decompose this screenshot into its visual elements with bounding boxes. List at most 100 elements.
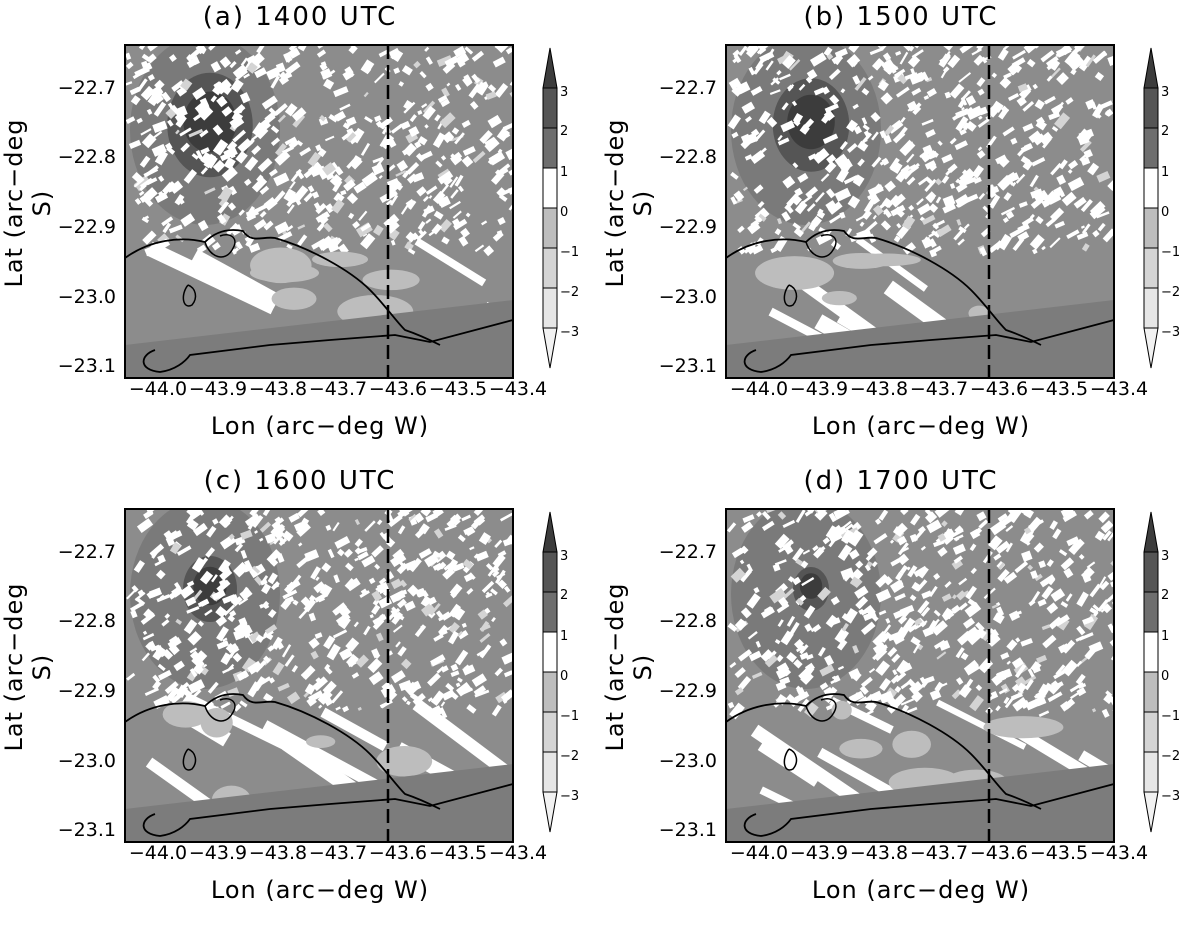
field-patch — [758, 110, 771, 125]
field-patch — [874, 518, 882, 525]
colorbar-tick-label: 3 — [1161, 549, 1170, 564]
field-patch — [733, 190, 745, 202]
field-patch — [497, 148, 503, 154]
field-patch — [870, 111, 881, 123]
field-patch — [197, 660, 205, 668]
field-patch — [243, 73, 250, 79]
field-patch — [786, 693, 796, 703]
field-patch — [917, 525, 926, 534]
field-patch — [167, 102, 174, 109]
field-patch — [755, 640, 761, 648]
field-patch — [440, 665, 449, 673]
field-patch — [313, 581, 326, 594]
field-patch — [239, 92, 251, 104]
field-patch — [788, 59, 801, 71]
field-patch — [297, 45, 310, 52]
field-patch — [840, 529, 854, 545]
field-patch — [137, 78, 148, 92]
field-patch — [879, 677, 892, 692]
field-patch — [809, 52, 827, 67]
field-patch — [793, 119, 801, 127]
colorbar-tick-label: 3 — [1161, 85, 1170, 100]
field-patch — [924, 160, 937, 170]
colorbar-tick-label: −3 — [1161, 325, 1181, 340]
field-patch — [275, 62, 286, 73]
field-patch — [902, 242, 917, 255]
field-patch — [296, 140, 303, 147]
field-patch — [997, 513, 1008, 523]
field-patch — [799, 221, 811, 234]
field-patch — [883, 208, 893, 219]
field-patch — [818, 646, 826, 657]
field-patch — [307, 161, 323, 176]
field-patch — [942, 202, 957, 214]
x-tick-label: −43.9 — [789, 842, 849, 864]
field-patch — [995, 154, 1008, 165]
field-patch — [1080, 199, 1093, 213]
field-patch — [961, 106, 965, 111]
colorbar-tick-label: −2 — [1161, 285, 1181, 300]
field-patch — [808, 153, 817, 161]
field-patch — [170, 693, 182, 704]
field-patch — [425, 82, 434, 92]
field-patch — [244, 559, 253, 571]
field-patch — [492, 56, 506, 68]
field-patch — [776, 654, 784, 663]
field-patch — [839, 140, 848, 151]
ocean-region — [726, 764, 1114, 842]
field-patch — [812, 624, 822, 633]
field-patch — [741, 101, 756, 114]
field-patch — [264, 112, 276, 124]
field-patch — [1085, 132, 1093, 142]
field-patch — [781, 211, 791, 222]
field-patch — [727, 701, 735, 709]
x-tick-label: −43.5 — [428, 378, 488, 400]
field-patch — [270, 137, 281, 147]
field-patch — [926, 519, 942, 534]
field-patch — [125, 81, 133, 86]
field-patch — [471, 673, 487, 688]
field-patch — [125, 61, 134, 70]
field-patch — [1091, 708, 1097, 713]
field-patch — [442, 567, 455, 580]
field-patch — [925, 128, 936, 138]
field-patch — [286, 193, 299, 208]
field-patch — [1100, 520, 1114, 534]
field-patch — [130, 610, 138, 619]
field-patch — [1094, 71, 1105, 82]
field-negative — [755, 256, 835, 290]
field-patch — [450, 153, 455, 158]
field-patch — [171, 586, 183, 598]
field-patch — [895, 50, 902, 56]
field-patch — [941, 520, 948, 527]
field-patch — [864, 564, 871, 572]
field-patch — [875, 588, 892, 603]
field-patch — [304, 549, 320, 562]
field-patch — [381, 681, 391, 690]
field-patch — [254, 67, 267, 79]
field-patch — [895, 86, 910, 98]
field-patch — [998, 106, 1010, 120]
field-patch — [890, 558, 901, 567]
field-patch — [808, 220, 818, 232]
field-patch — [407, 680, 422, 693]
field-patch — [142, 230, 157, 245]
x-tick-label: −43.6 — [969, 378, 1029, 400]
field-patch — [432, 550, 441, 558]
field-patch — [792, 547, 805, 562]
field-patch — [284, 61, 301, 76]
field-patch — [753, 586, 760, 594]
field-patch — [146, 53, 157, 64]
colorbar-tick-label: −2 — [560, 285, 580, 300]
field-patch — [360, 588, 368, 596]
field-patch — [737, 676, 752, 691]
field-patch — [801, 576, 815, 587]
field-negative — [305, 735, 336, 749]
field-patch — [907, 107, 913, 112]
field-patch — [405, 231, 417, 243]
field-patch — [175, 129, 180, 135]
field-patch — [280, 598, 292, 610]
field-patch — [371, 648, 381, 659]
field-patch — [1062, 703, 1070, 710]
field-patch — [379, 134, 389, 148]
